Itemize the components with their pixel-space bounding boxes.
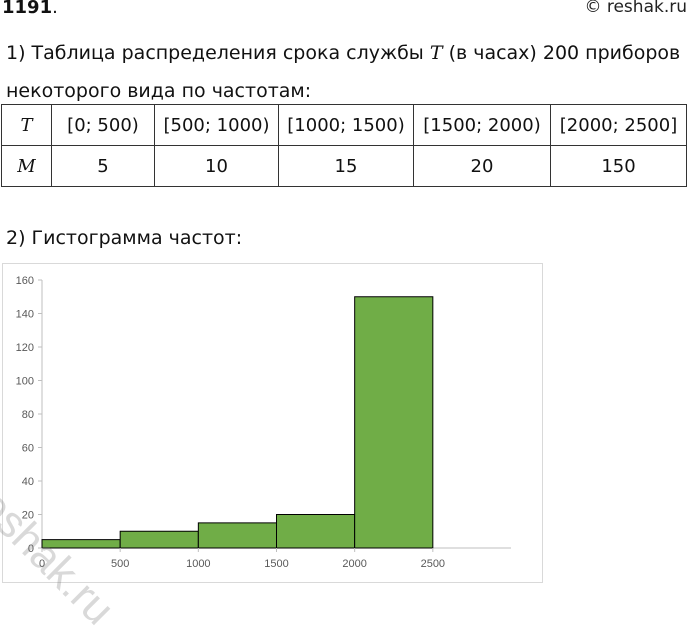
interval-cell: [0; 500) [51, 104, 155, 146]
histogram-bar [276, 514, 356, 549]
y-tick-label: 140 [16, 309, 34, 321]
count-cell: 15 [278, 145, 414, 187]
row-header-m: M [1, 145, 52, 187]
part1-prefix: 1) Таблица распределения срока службы [6, 42, 430, 64]
row-header-t: T [1, 104, 52, 146]
y-tick-label: 20 [22, 510, 34, 522]
histogram-bar [119, 530, 199, 549]
table-row-intervals: T [0; 500) [500; 1000) [1000; 1500) [150… [1, 104, 687, 146]
site-credit: © reshak.ru [584, 0, 687, 17]
table-row-counts: M 5 10 15 20 150 [1, 145, 687, 187]
y-tick-label: 40 [22, 476, 34, 488]
y-tick-label: 100 [16, 376, 34, 388]
y-tick-label: 60 [22, 443, 34, 455]
x-tick-label: 1000 [186, 558, 210, 570]
interval-cell: [2000; 2500] [550, 104, 687, 146]
x-tick-label: 1500 [264, 558, 288, 570]
histogram-svg: 0 20 40 60 80 100 120 140 160 0 500 1000 1500 2000 250… [16, 275, 511, 570]
part1-suffix: (в часах) 200 приборов некоторого вида п… [6, 42, 681, 102]
part1-text: 1) Таблица распределения срока службы T … [6, 34, 686, 110]
problem-number-text: 1191 [2, 0, 53, 18]
count-cell: 10 [154, 145, 279, 187]
y-tick-label: 120 [16, 342, 34, 354]
histogram-bar [354, 296, 434, 549]
count-cell: 20 [413, 145, 551, 187]
x-tick-label: 2000 [342, 558, 366, 570]
part2-title: 2) Гистограмма частот: [6, 227, 243, 249]
interval-cell: [1500; 2000) [413, 104, 551, 146]
histogram-chart: 0 20 40 60 80 100 120 140 160 0 500 1000 1500 2000 250… [2, 263, 543, 583]
x-tick-label: 2500 [421, 558, 445, 570]
histogram-bar [197, 522, 277, 549]
y-tick-label: 0 [28, 543, 34, 555]
x-tick-label: 0 [39, 558, 45, 570]
part1-variable: T [429, 42, 443, 64]
count-cell: 5 [51, 145, 155, 187]
problem-number-dot: . [52, 0, 58, 18]
y-tick-label: 80 [22, 409, 34, 421]
problem-number: 1191. [2, 0, 58, 18]
y-tick-label: 160 [16, 275, 34, 287]
interval-cell: [1000; 1500) [278, 104, 414, 146]
x-tick-label: 500 [111, 558, 129, 570]
distribution-table: T [0; 500) [500; 1000) [1000; 1500) [150… [1, 104, 687, 187]
count-cell: 150 [550, 145, 687, 187]
interval-cell: [500; 1000) [154, 104, 279, 146]
